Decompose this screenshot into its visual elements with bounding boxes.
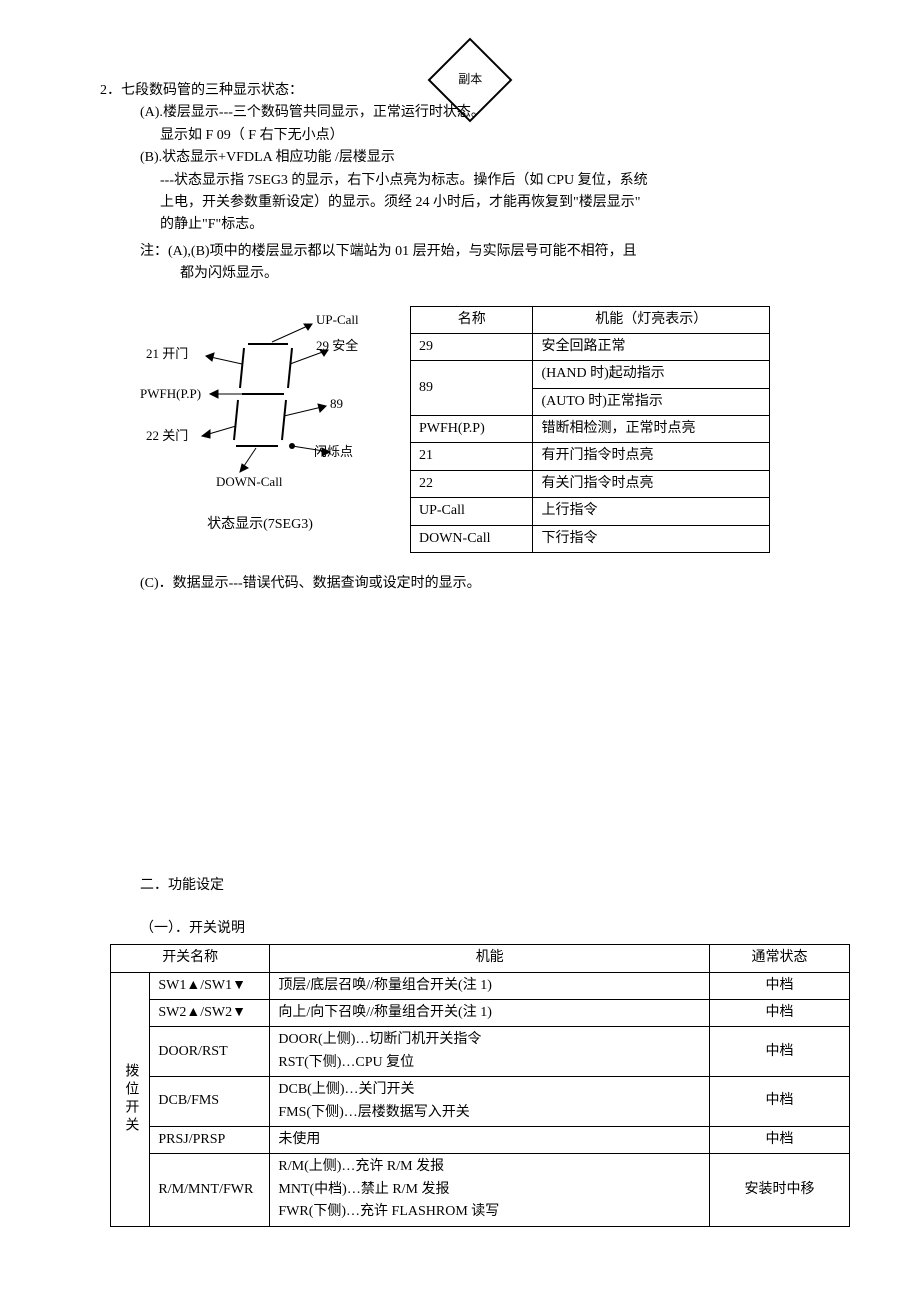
label-29safe: 29 安全 <box>316 338 358 353</box>
table-row: DOOR/RSTDOOR(上侧)…切断门机开关指令RST(下侧)…CPU 复位中… <box>111 1027 850 1077</box>
note-line: 注：(A),(B)项中的楼层显示都以下端站为 01 层开始，与实际层号可能不相符… <box>100 241 840 263</box>
label-21: 21 开门 <box>146 346 188 361</box>
table-row: 89 (HAND 时)起动指示 <box>411 361 770 388</box>
status-name: 21 <box>411 443 533 470</box>
status-func: 错断相检测，正常时点亮 <box>533 416 770 443</box>
switch-th-state: 通常状态 <box>710 945 850 972</box>
section-number: 2． <box>100 83 121 98</box>
label-upcall: UP-Call <box>316 312 359 327</box>
table-row: 开关名称 机能 通常状态 <box>111 945 850 972</box>
switch-state: 安装时中移 <box>710 1154 850 1226</box>
figure-row: UP-Call 29 安全 21 开门 PWFH(P.P) 89 22 关门 闪… <box>140 306 840 554</box>
switch-name: PRSJ/PRSP <box>150 1126 270 1153</box>
status-name: 89 <box>411 361 533 416</box>
table-row: DOWN-Call 下行指令 <box>411 525 770 552</box>
status-func: 上行指令 <box>533 498 770 525</box>
item-a-text: 楼层显示---三个数码管共同显示，正常运行时状态。 <box>163 105 485 120</box>
status-table: 名称 机能（灯亮表示） 29 安全回路正常 89 (HAND 时)起动指示 (A… <box>410 306 770 554</box>
item-a-label: (A). <box>140 105 163 120</box>
switch-func: R/M(上侧)…充许 R/M 发报MNT(中档)…禁止 R/M 发报FWR(下侧… <box>270 1154 710 1226</box>
diagram-caption: 状态显示(7SEG3) <box>140 514 380 536</box>
switch-state: 中档 <box>710 1027 850 1077</box>
note-continuation: 都为闪烁显示。 <box>100 263 840 285</box>
switch-func: 顶层/底层召唤//称量组合开关(注 1) <box>270 972 710 999</box>
status-func: 下行指令 <box>533 525 770 552</box>
note-text: (A),(B)项中的楼层显示都以下端站为 01 层开始，与实际层号可能不相符，且 <box>168 244 637 259</box>
section-2-title: 二．功能设定 <box>140 875 840 897</box>
switch-state: 中档 <box>710 1077 850 1127</box>
item-a-sub: 显示如 F 09（ F 右下无小点） <box>100 125 840 147</box>
table-row: R/M/MNT/FWRR/M(上侧)…充许 R/M 发报MNT(中档)…禁止 R… <box>111 1154 850 1226</box>
section-2-functions: 二．功能设定 （一）．开关说明 开关名称 机能 通常状态 拨位开关SW1▲/SW… <box>100 875 840 1226</box>
status-name: 29 <box>411 333 533 360</box>
status-func: 有开门指令时点亮 <box>533 443 770 470</box>
status-name: 22 <box>411 470 533 497</box>
item-b-line3: 的静止"F"标志。 <box>100 214 840 236</box>
table-row: 21 有开门指令时点亮 <box>411 443 770 470</box>
item-c: (C)．数据显示---错误代码、数据查询或设定时的显示。 <box>100 573 840 595</box>
section-2-sub: （一）．开关说明 <box>140 918 840 940</box>
table-row: 拨位开关SW1▲/SW1▼顶层/底层召唤//称量组合开关(注 1)中档 <box>111 972 850 999</box>
status-func: (HAND 时)起动指示 <box>533 361 770 388</box>
table-row: 名称 机能（灯亮表示） <box>411 306 770 333</box>
table-row: PRSJ/PRSP未使用中档 <box>111 1126 850 1153</box>
section-title: 七段数码管的三种显示状态： <box>121 83 303 98</box>
label-22: 22 关门 <box>146 428 188 443</box>
switch-name: R/M/MNT/FWR <box>150 1154 270 1226</box>
status-func: (AUTO 时)正常指示 <box>533 388 770 415</box>
switch-th-name: 开关名称 <box>111 945 270 972</box>
note-label: 注： <box>140 244 168 259</box>
switch-name: SW2▲/SW2▼ <box>150 999 270 1026</box>
item-b-line2: 上电，开关参数重新设定）的显示。须经 24 小时后，才能再恢复到"楼层显示" <box>100 192 840 214</box>
watermark-text: 副本 <box>458 70 482 89</box>
switch-state: 中档 <box>710 1126 850 1153</box>
status-name: DOWN-Call <box>411 525 533 552</box>
switch-func: DCB(上侧)…关门开关FMS(下侧)…层楼数据写入开关 <box>270 1077 710 1127</box>
switch-func: 向上/向下召唤//称量组合开关(注 1) <box>270 999 710 1026</box>
table-row: 22 有关门指令时点亮 <box>411 470 770 497</box>
switch-group-label: 拨位开关 <box>111 972 150 1226</box>
status-name: PWFH(P.P) <box>411 416 533 443</box>
table-row: UP-Call 上行指令 <box>411 498 770 525</box>
item-b: (B).状态显示+VFDLA 相应功能 /层楼显示 <box>100 147 840 169</box>
table-row: DCB/FMSDCB(上侧)…关门开关FMS(下侧)…层楼数据写入开关中档 <box>111 1077 850 1127</box>
switch-state: 中档 <box>710 999 850 1026</box>
item-b-text: 状态显示+VFDLA 相应功能 /层楼显示 <box>162 150 395 165</box>
switch-table: 开关名称 机能 通常状态 拨位开关SW1▲/SW1▼顶层/底层召唤//称量组合开… <box>110 944 850 1226</box>
seven-seg-diagram: UP-Call 29 安全 21 开门 PWFH(P.P) 89 22 关门 闪… <box>140 306 380 536</box>
switch-name: SW1▲/SW1▼ <box>150 972 270 999</box>
switch-func: DOOR(上侧)…切断门机开关指令RST(下侧)…CPU 复位 <box>270 1027 710 1077</box>
label-flash: 闪烁点 <box>314 444 353 459</box>
item-b-line1: ---状态显示指 7SEG3 的显示，右下小点亮为标志。操作后（如 CPU 复位… <box>100 170 840 192</box>
label-89: 89 <box>330 396 343 411</box>
status-func: 安全回路正常 <box>533 333 770 360</box>
switch-th-func: 机能 <box>270 945 710 972</box>
status-name: UP-Call <box>411 498 533 525</box>
switch-name: DCB/FMS <box>150 1077 270 1127</box>
label-pwfh: PWFH(P.P) <box>140 386 201 401</box>
table-row: SW2▲/SW2▼向上/向下召唤//称量组合开关(注 1)中档 <box>111 999 850 1026</box>
status-th-name: 名称 <box>411 306 533 333</box>
item-b-label: (B). <box>140 150 162 165</box>
switch-name: DOOR/RST <box>150 1027 270 1077</box>
switch-state: 中档 <box>710 972 850 999</box>
table-row: PWFH(P.P) 错断相检测，正常时点亮 <box>411 416 770 443</box>
status-func: 有关门指令时点亮 <box>533 470 770 497</box>
switch-func: 未使用 <box>270 1126 710 1153</box>
label-downcall: DOWN-Call <box>216 474 283 489</box>
table-row: 29 安全回路正常 <box>411 333 770 360</box>
status-th-func: 机能（灯亮表示） <box>533 306 770 333</box>
